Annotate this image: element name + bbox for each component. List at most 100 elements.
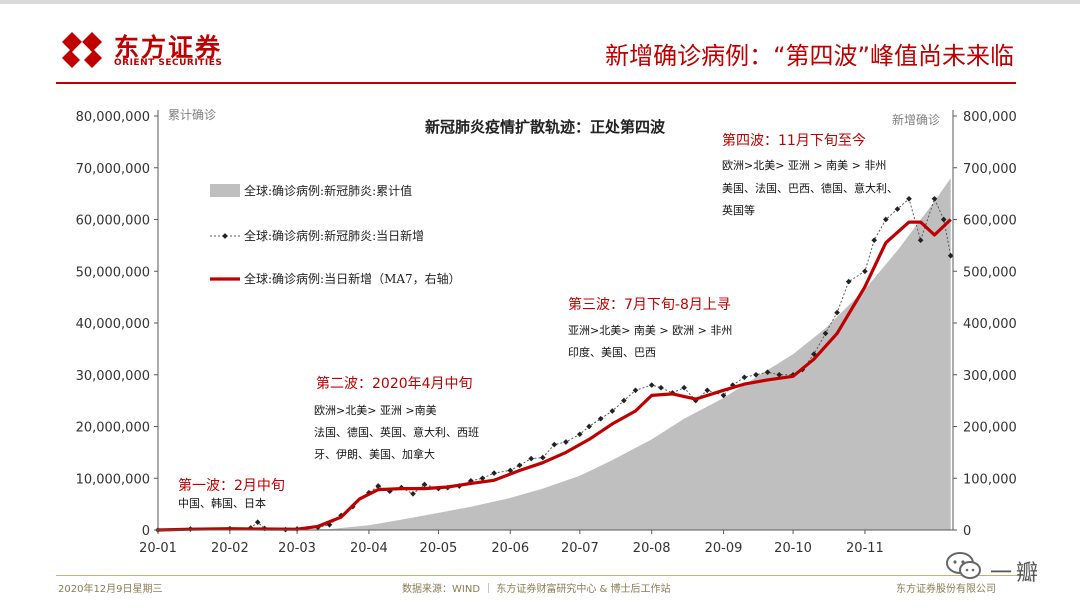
watermark-text: 一瓣 — [990, 561, 1043, 586]
annotation-line: 欧洲>北美> 亚洲 >南美 — [314, 404, 437, 417]
daily-new-point — [563, 439, 569, 445]
x-tick-label: 20-05 — [420, 541, 458, 556]
daily-new-point — [539, 454, 546, 461]
annotation-title: 第四波：11月下旬至今 — [722, 132, 866, 149]
right-tick-label: 200,000 — [963, 421, 1017, 436]
daily-new-point — [845, 278, 852, 285]
daily-new-point — [764, 369, 771, 376]
daily-new-point — [776, 371, 783, 378]
logo-chinese-text: 东方证券 — [114, 33, 223, 62]
daily-new-point — [621, 397, 627, 404]
x-tick-label: 20-09 — [705, 541, 743, 556]
daily-new-point — [551, 441, 558, 448]
left-tick-label: 80,000,000 — [76, 110, 150, 125]
x-tick-label: 20-04 — [350, 541, 388, 556]
daily-new-point — [658, 384, 664, 391]
cumulative-area — [158, 178, 951, 530]
legend-label: 全球:确诊病例:当日新增（MA7，右轴） — [244, 271, 461, 286]
annotation-line: 欧洲>北美> 亚洲 > 南美 > 非州 — [722, 159, 886, 172]
daily-new-point — [753, 371, 759, 378]
x-tick-label: 20-07 — [561, 541, 599, 556]
daily-new-point — [410, 490, 416, 497]
annotation-wave-3: 第三波：7月下旬-8月上寻 亚洲>北美> 南美 > 欧洲 > 非州 印度、美国、… — [568, 296, 732, 359]
daily-new-point — [528, 455, 535, 462]
annotation-title: 第二波：2020年4月中旬 — [316, 375, 473, 392]
daily-new-point — [681, 384, 687, 391]
watermark: 一瓣 — [944, 548, 1054, 588]
x-tick-label: 20-01 — [139, 541, 177, 556]
x-tick-label: 20-11 — [846, 541, 884, 556]
daily-new-point — [822, 330, 829, 337]
left-tick-label: 0 — [142, 524, 150, 539]
daily-new-point — [947, 252, 954, 259]
daily-new-point — [862, 268, 868, 275]
logo-mark-icon — [62, 32, 102, 68]
top-border — [0, 0, 1080, 4]
annotation-line: 印度、美国、巴西 — [568, 345, 656, 359]
x-tick-label: 20-06 — [491, 541, 529, 556]
right-tick-label: 600,000 — [963, 214, 1017, 229]
right-axis-label: 新增确诊 — [892, 112, 940, 127]
left-tick-label: 30,000,000 — [76, 369, 150, 384]
chat-bubble-icon — [946, 552, 981, 579]
daily-new-point — [894, 206, 901, 212]
footer-company: 东方证券股份有限公司 — [896, 584, 996, 595]
daily-new-point — [479, 475, 486, 482]
daily-new-point — [704, 387, 711, 394]
footer-divider — [56, 575, 1024, 576]
annotation-line: 中国、韩国、日本 — [178, 496, 266, 510]
title-divider — [56, 82, 1016, 84]
annotation-wave-4: 第四波：11月下旬至今 欧洲>北美> 亚洲 > 南美 > 非州 美国、法国、巴西… — [722, 132, 898, 217]
left-tick-label: 60,000,000 — [76, 214, 150, 229]
right-tick-label: 300,000 — [963, 369, 1017, 384]
annotation-line: 英国等 — [722, 203, 755, 217]
left-tick-label: 20,000,000 — [76, 421, 150, 436]
legend-label: 全球:确诊病例:新冠肺炎:累计值 — [244, 183, 412, 198]
daily-new-point — [834, 309, 840, 316]
slide-title: 新增确诊病例：“第四波”峰值尚未来临 — [605, 42, 1014, 70]
annotation-wave-2: 第二波：2020年4月中旬 欧洲>北美> 亚洲 >南美 法国、德国、英国、意大利… — [314, 375, 479, 461]
daily-new-point — [576, 431, 583, 438]
annotation-title: 第一波：2月中旬 — [178, 477, 285, 494]
daily-new-point — [906, 195, 912, 202]
daily-new-point — [940, 216, 947, 223]
daily-new-point — [720, 392, 727, 399]
daily-new-point — [375, 483, 382, 489]
daily-new-point — [609, 408, 616, 414]
legend-label: 全球:确诊病例:新冠肺炎:当日新增 — [244, 228, 424, 243]
legend-swatch-area — [210, 184, 240, 197]
left-tick-label: 10,000,000 — [76, 472, 150, 487]
x-tick-label: 20-03 — [278, 541, 316, 556]
daily-new-point — [741, 374, 748, 381]
left-tick-label: 70,000,000 — [76, 162, 150, 177]
left-tick-label: 40,000,000 — [76, 317, 150, 332]
daily-new-point — [931, 195, 938, 202]
left-axis-label: 累计确诊 — [168, 108, 216, 122]
annotation-line: 美国、法国、巴西、德国、意大利、 — [722, 181, 898, 195]
annotation-wave-1: 第一波：2月中旬 中国、韩国、日本 — [178, 477, 285, 510]
x-tick-label: 20-08 — [633, 541, 671, 556]
daily-new-point — [632, 387, 639, 394]
x-tick-label: 20-02 — [211, 541, 249, 556]
right-tick-label: 0 — [963, 524, 971, 539]
x-tick-label: 20-10 — [774, 541, 812, 556]
daily-new-point — [491, 470, 497, 476]
annotation-line: 法国、德国、英国、意大利、西班 — [314, 425, 479, 439]
left-tick-label: 50,000,000 — [76, 265, 150, 280]
daily-new-point — [516, 462, 523, 469]
right-tick-label: 500,000 — [963, 265, 1017, 280]
footer-date: 2020年12月9日星期三 — [58, 584, 163, 595]
annotation-title: 第三波：7月下旬-8月上寻 — [568, 296, 731, 313]
daily-new-point — [597, 415, 604, 422]
daily-new-point — [882, 216, 889, 223]
legend-swatch-daily-marker — [222, 233, 228, 239]
logo-english-text: ORIENT SECURITIES — [114, 58, 223, 68]
chart-title: 新冠肺炎疫情扩散轨迹：正处第四波 — [425, 118, 666, 136]
daily-new-point — [586, 423, 592, 430]
annotation-line: 牙、伊朗、美国、加拿大 — [314, 447, 435, 461]
right-tick-label: 700,000 — [963, 162, 1017, 177]
daily-new-point — [421, 481, 428, 488]
ma7-line — [157, 218, 952, 532]
